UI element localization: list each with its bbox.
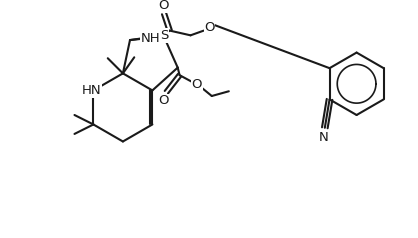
Text: O: O (158, 94, 169, 107)
Text: HN: HN (82, 84, 101, 97)
Text: O: O (191, 78, 202, 91)
Text: S: S (160, 29, 168, 42)
Text: NH: NH (141, 32, 161, 45)
Text: O: O (158, 0, 168, 12)
Text: N: N (319, 131, 329, 144)
Text: O: O (204, 21, 215, 34)
